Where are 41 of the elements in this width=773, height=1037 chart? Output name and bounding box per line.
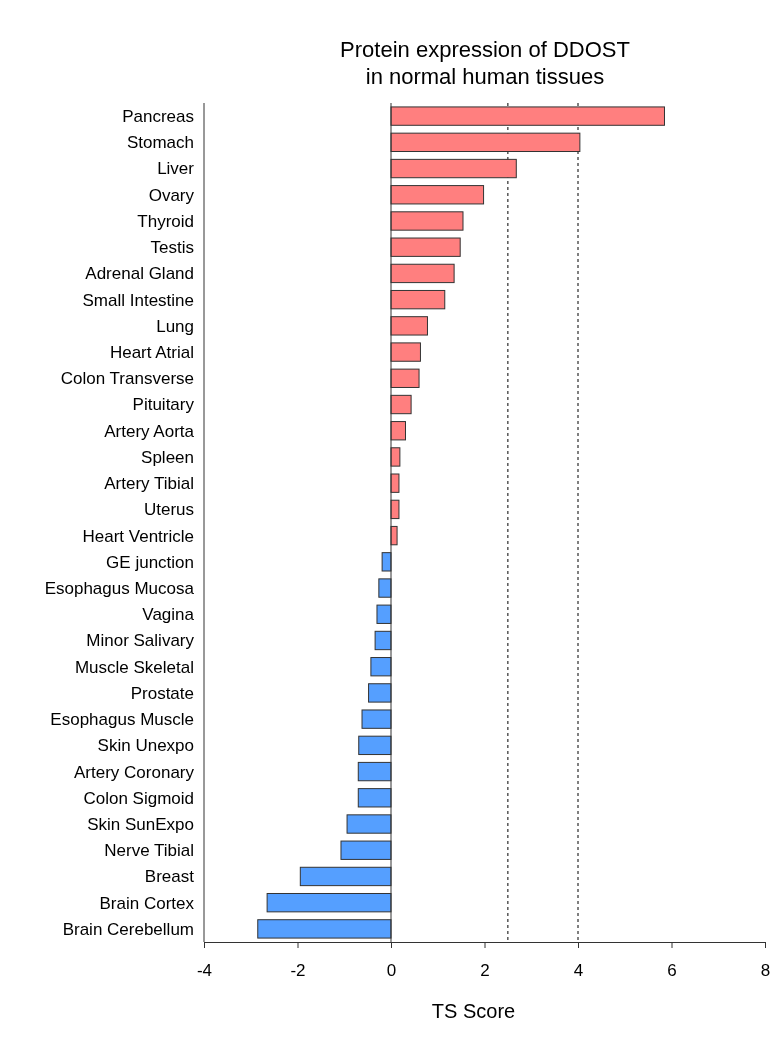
y-tick-label: Thyroid bbox=[137, 211, 194, 231]
y-tick-label: Prostate bbox=[130, 683, 194, 703]
y-tick-label: Nerve Tibial bbox=[104, 841, 194, 861]
y-tick-label: Small Intestine bbox=[82, 290, 194, 310]
y-tick-label: Skin SunExpo bbox=[87, 814, 194, 834]
y-tick-label: Muscle Skeletal bbox=[74, 657, 194, 677]
y-tick-label: Stomach bbox=[126, 133, 194, 153]
y-tick-label: Brain Cerebellum bbox=[62, 919, 194, 939]
y-tick-label: Heart Atrial bbox=[109, 343, 194, 363]
y-tick-label: Vagina bbox=[142, 605, 195, 625]
y-tick-label: Heart Ventricle bbox=[82, 526, 194, 546]
y-tick-label: Brain Cortex bbox=[99, 893, 195, 913]
x-tick-label: 0 bbox=[386, 961, 397, 981]
x-axis-title: TS Score bbox=[431, 1000, 516, 1022]
y-tick-label: Spleen bbox=[141, 447, 194, 467]
y-tick-label: Skin Unexpo bbox=[97, 736, 194, 756]
y-tick-label: Colon Transverse bbox=[60, 369, 194, 389]
y-tick-label: Adrenal Gland bbox=[85, 264, 194, 284]
y-tick-label: Ovary bbox=[148, 185, 195, 205]
x-tick-label: 8 bbox=[760, 961, 771, 981]
y-tick-label: Pituitary bbox=[132, 395, 195, 415]
y-tick-label: Colon Sigmoid bbox=[83, 788, 194, 808]
y-tick-label: Pancreas bbox=[122, 107, 194, 127]
y-tick-label: Lung bbox=[156, 316, 194, 336]
y-tick-label: Testis bbox=[150, 238, 194, 258]
x-tick-label: -4 bbox=[196, 961, 213, 981]
x-tick-label: -2 bbox=[290, 961, 306, 981]
y-tick-label: Minor Salivary bbox=[86, 631, 195, 651]
y-tick-label: Uterus bbox=[143, 500, 194, 520]
y-tick-label: GE junction bbox=[106, 552, 194, 572]
y-tick-label: Esophagus Mucosa bbox=[44, 579, 195, 598]
chart-title: Protein expression of DDOST in normal human tissues bbox=[340, 37, 630, 89]
x-tick-label: 2 bbox=[480, 961, 490, 981]
x-tick-label: 4 bbox=[573, 961, 584, 981]
y-tick-label: Artery Aorta bbox=[104, 421, 195, 441]
y-tick-label: Liver bbox=[157, 159, 195, 179]
y-tick-label: Breast bbox=[144, 867, 195, 887]
x-tick-label: 6 bbox=[667, 961, 677, 981]
y-tick-label: Artery Tibial bbox=[104, 474, 194, 494]
y-tick-label: Artery Coronary bbox=[74, 762, 195, 782]
y-tick-label: Esophagus Muscle bbox=[50, 710, 194, 730]
